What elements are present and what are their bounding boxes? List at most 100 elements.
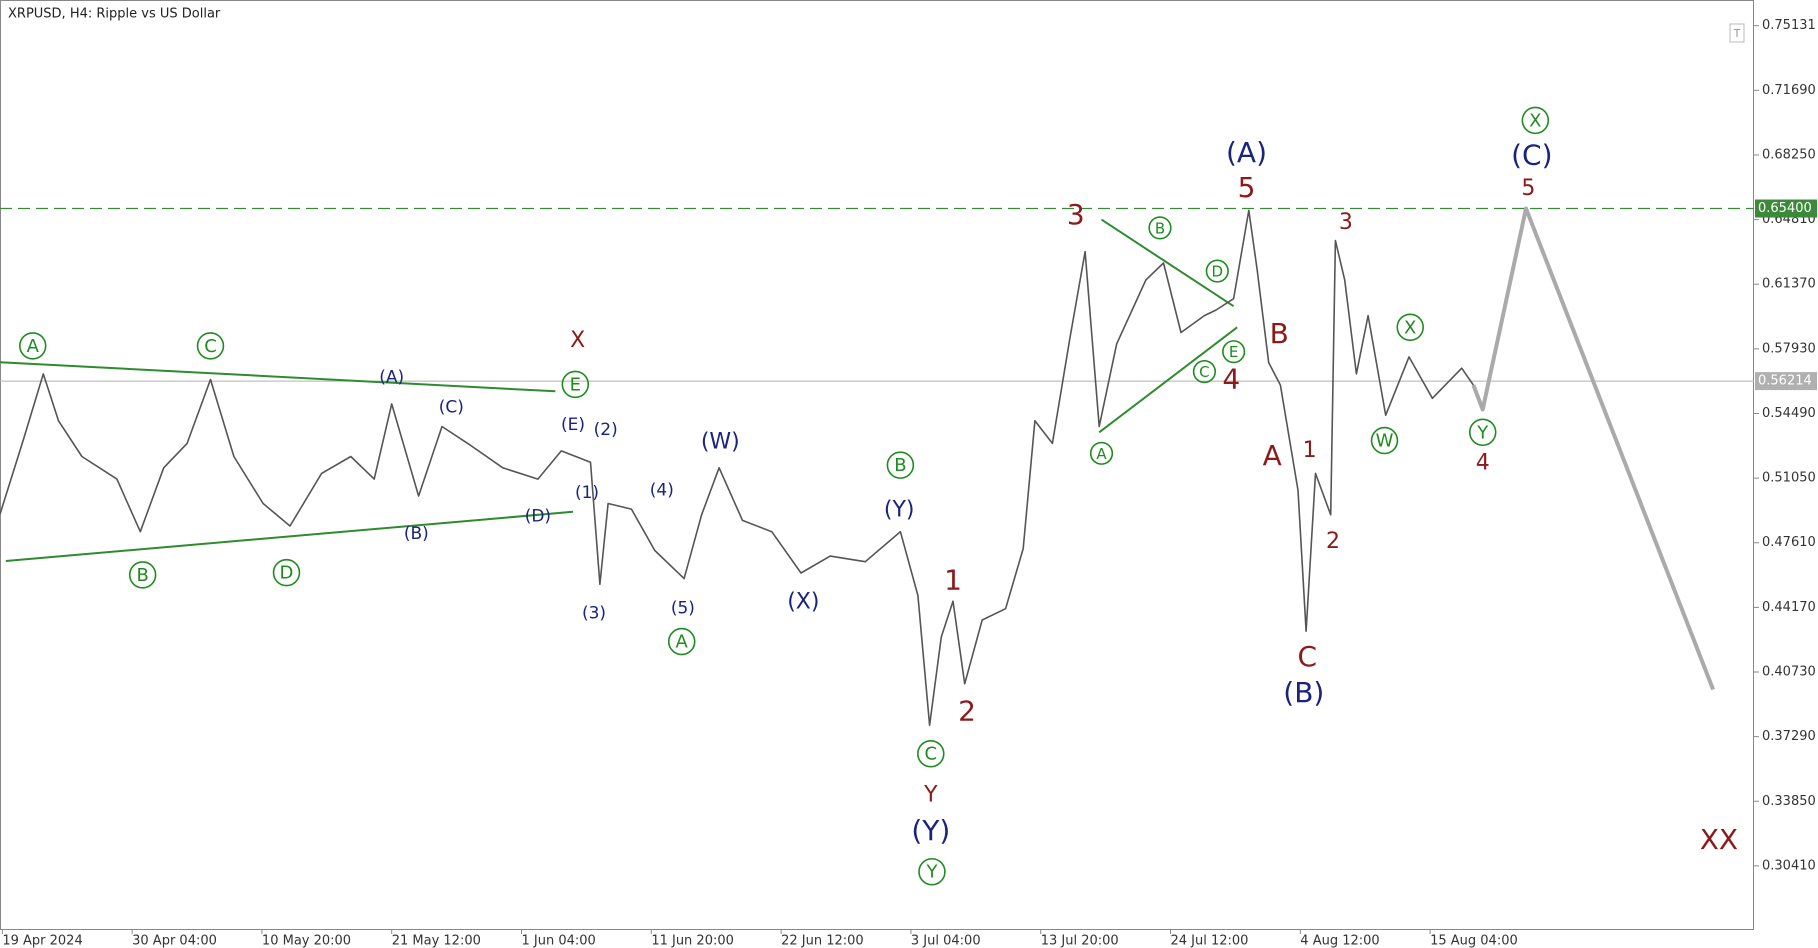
wave-label: B: [1155, 219, 1165, 237]
wave-circle: [1205, 259, 1229, 283]
price-level-box: [1755, 199, 1817, 218]
x-tick-label: 24 Jul 12:00: [1171, 934, 1249, 948]
wave-label: 2: [1326, 529, 1340, 554]
trendline: [1100, 218, 1235, 308]
wave-label: (C): [1511, 138, 1552, 171]
wave-label: A: [1096, 445, 1107, 463]
y-tick-label: 0.40730: [1762, 665, 1816, 680]
wave-circle: [1192, 359, 1217, 384]
chart-title: XRPUSD, H4: Ripple vs US Dollar: [8, 7, 221, 22]
x-tick-label: 11 Jun 20:00: [651, 934, 734, 948]
wave-label: D: [1211, 263, 1223, 281]
wave-label: (B): [1283, 676, 1324, 709]
wave-label: 2: [958, 695, 976, 728]
wave-circle: [918, 857, 946, 886]
wave-label: (B): [404, 524, 429, 544]
wave-circle: [561, 370, 590, 399]
price-line: [0, 209, 1475, 727]
wave-label: 5: [1521, 176, 1535, 201]
x-tick-label: 10 May 20:00: [262, 934, 351, 948]
trendline: [5, 510, 574, 562]
wave-label: C: [1298, 640, 1318, 673]
y-tick-label: 0.47610: [1762, 535, 1816, 550]
x-tick-label: 13 Jul 20:00: [1041, 934, 1119, 948]
toggle-icon[interactable]: [1729, 23, 1745, 43]
wave-label: (4): [650, 481, 674, 501]
wave-label: B: [1270, 317, 1289, 350]
wave-circle: [1396, 313, 1424, 342]
wave-label: XX: [1700, 823, 1738, 856]
plot-frame: [0, 0, 1754, 930]
wave-label: D: [280, 563, 294, 584]
wave-circle: [886, 451, 915, 479]
price-level-label: 0.65400: [1758, 201, 1812, 216]
x-tick-label: 15 Aug 04:00: [1430, 934, 1518, 948]
x-tick-label: 22 Jun 12:00: [781, 934, 864, 948]
wave-label: (D): [525, 506, 551, 526]
y-tick-label: 0.44170: [1762, 600, 1816, 615]
y-tick-label: 0.57930: [1762, 341, 1816, 356]
wave-label: (2): [594, 420, 618, 440]
price-level-label: 0.56214: [1758, 374, 1812, 389]
wave-circle: [917, 739, 945, 768]
wave-label: X: [1529, 110, 1541, 131]
wave-label: Y: [1476, 422, 1489, 443]
wave-label: (5): [671, 599, 695, 619]
wave-circle: [1521, 106, 1550, 135]
wave-label: B: [136, 565, 148, 586]
wave-label: (X): [787, 590, 819, 615]
wave-label: 1: [1303, 438, 1317, 463]
y-tick-label: 0.68250: [1762, 147, 1816, 162]
wave-label: 4: [1222, 363, 1240, 396]
wave-label: C: [925, 744, 938, 765]
trendline: [1098, 326, 1238, 434]
wave-label: C: [204, 336, 217, 357]
wave-label: Y: [923, 783, 938, 808]
wave-circle: [1089, 441, 1114, 465]
y-tick-label: 0.61370: [1762, 277, 1816, 292]
x-tick-label: 19 Apr 2024: [2, 934, 82, 948]
trendline: [0, 361, 556, 393]
wave-circle: [272, 558, 301, 587]
wave-label: (3): [582, 603, 606, 623]
projection-line: [1471, 206, 1715, 691]
wave-label: (W): [701, 430, 740, 455]
y-tick-label: 0.30410: [1762, 858, 1816, 873]
wave-label: (Y): [884, 497, 915, 522]
x-tick-label: 30 Apr 04:00: [132, 934, 217, 948]
x-tick-label: 3 Jul 04:00: [911, 934, 981, 948]
wave-label: (Y): [911, 814, 950, 847]
wave-label: 1: [944, 564, 962, 597]
wave-circle: [1468, 418, 1497, 447]
y-tick-label: 0.71690: [1762, 83, 1816, 98]
wave-label: 3: [1067, 198, 1085, 231]
wave-circle: [18, 332, 47, 360]
wave-circle: [1370, 426, 1399, 455]
x-tick-label: 1 Jun 04:00: [522, 934, 596, 948]
wave-circle: [1222, 340, 1246, 364]
y-tick-label: 0.37290: [1762, 729, 1816, 744]
wave-circle: [667, 627, 696, 656]
y-tick-label: 0.75131: [1762, 18, 1816, 33]
wave-circle: [196, 332, 225, 360]
wave-label: 3: [1339, 210, 1353, 235]
wave-label: Y: [925, 862, 938, 883]
wave-label: 4: [1476, 451, 1490, 476]
wave-circle: [1148, 216, 1172, 240]
wave-label: C: [1199, 363, 1209, 381]
wave-label: X: [1404, 317, 1416, 338]
y-tick-label: 0.51050: [1762, 471, 1816, 486]
wave-circle: [128, 561, 157, 589]
wave-label: A: [676, 632, 689, 653]
wave-label: (A): [379, 367, 404, 387]
wave-label: X: [570, 328, 585, 353]
wave-label: (C): [439, 398, 464, 418]
x-tick-label: 21 May 12:00: [392, 934, 481, 948]
wave-label: A: [27, 336, 40, 357]
x-tick-label: 4 Aug 12:00: [1300, 934, 1379, 948]
wave-label: 5: [1238, 171, 1256, 204]
toggle-icon-glyph: T: [1733, 27, 1741, 40]
y-tick-label: 0.54490: [1762, 406, 1816, 421]
